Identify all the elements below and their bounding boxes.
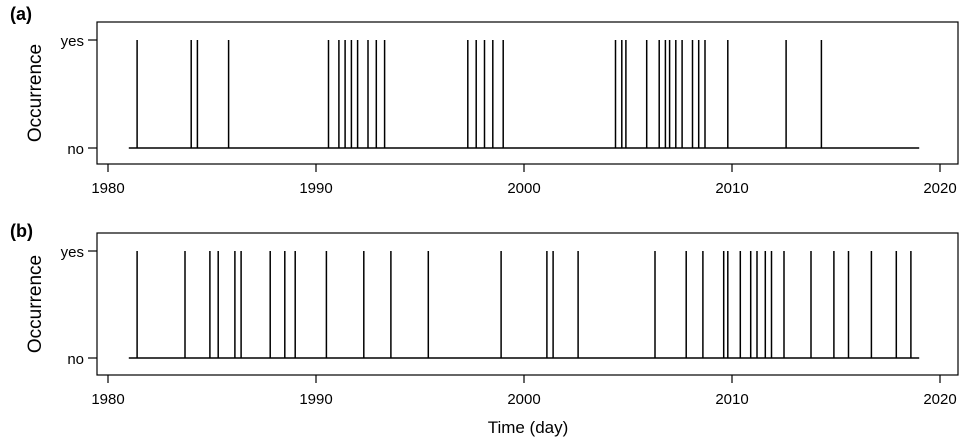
- y-tick-label-yes-b: yes: [61, 244, 84, 261]
- x-tick-label-a-2020: 2020: [923, 180, 956, 197]
- x-tick-label-a-1980: 1980: [91, 180, 124, 197]
- plot-frame-b: [96, 232, 959, 376]
- plot-frame-a: [96, 21, 959, 165]
- event-spikes-b: [136, 251, 912, 358]
- panel-b: (b) Occurrence yes no 1980 1990 2000 2010 20…: [10, 221, 959, 437]
- panel-a: (a) Occurrence yes no 1980 1990 2000 2010 20…: [10, 4, 959, 197]
- x-tick-label-a-2010: 2010: [715, 180, 748, 197]
- y-tick-label-no-a: no: [67, 141, 84, 158]
- x-axis-b: 1980 1990 2000 2010 2020: [91, 375, 957, 408]
- x-axis-a: 1980 1990 2000 2010 2020: [91, 164, 957, 197]
- y-tick-label-no-b: no: [67, 351, 84, 368]
- x-axis-label: Time (day): [488, 418, 569, 437]
- panel-label-a: (a): [10, 4, 32, 24]
- y-axis-label-b: Occurrence: [25, 255, 46, 353]
- x-tick-label-b-1990: 1990: [299, 391, 332, 408]
- panel-label-b: (b): [10, 221, 33, 241]
- event-spikes-a: [136, 40, 823, 148]
- y-axis-label-a: Occurrence: [25, 44, 46, 142]
- x-tick-label-b-2020: 2020: [923, 391, 956, 408]
- x-tick-label-a-1990: 1990: [299, 180, 332, 197]
- x-tick-label-b-2000: 2000: [507, 391, 540, 408]
- x-tick-label-b-2010: 2010: [715, 391, 748, 408]
- x-tick-label-a-2000: 2000: [507, 180, 540, 197]
- y-tick-label-yes-a: yes: [61, 33, 84, 50]
- x-tick-label-b-1980: 1980: [91, 391, 124, 408]
